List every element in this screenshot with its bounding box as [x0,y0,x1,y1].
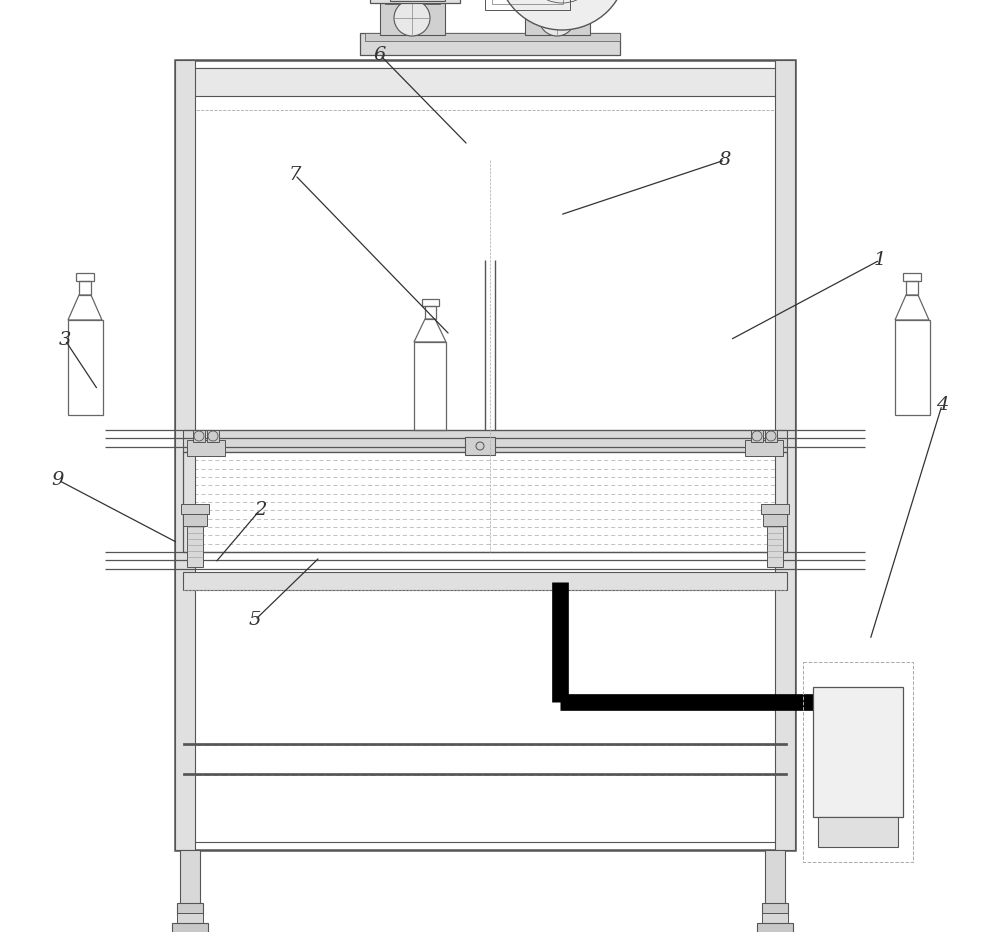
Bar [76,273,94,281]
Text: 4: 4 [936,396,948,414]
Bar [177,913,203,923]
Bar [751,430,763,442]
Bar [530,0,585,4]
Circle shape [539,0,575,36]
Bar [183,572,787,590]
Bar [818,817,898,847]
Bar [906,281,918,295]
Bar [757,923,793,932]
Bar [207,430,219,442]
Bar [422,299,439,306]
Bar [183,68,787,842]
Bar [79,281,91,295]
Text: 9: 9 [52,471,64,489]
Circle shape [497,0,627,30]
Text: 2: 2 [254,501,266,519]
Bar [775,60,795,850]
Bar [183,452,787,552]
Bar [183,512,207,526]
Bar [183,773,787,775]
Bar [745,440,783,456]
Bar [183,430,787,452]
Bar [765,430,777,442]
Bar [903,273,921,281]
Bar [360,33,620,55]
Text: 8: 8 [719,151,731,169]
Text: 3: 3 [59,331,71,349]
Bar [365,33,620,41]
Text: 1: 1 [874,251,886,269]
Bar [895,320,930,415]
Bar [390,0,445,1]
Bar [187,440,225,456]
Circle shape [394,0,430,36]
Bar [175,60,195,850]
Bar [813,687,903,817]
Bar [177,903,203,915]
Bar [762,913,788,923]
Text: 6: 6 [374,46,386,64]
Bar [183,743,787,745]
Text: 5: 5 [249,611,261,629]
Bar [425,306,436,319]
Bar [172,923,208,932]
Bar [183,68,787,96]
Bar [525,0,590,35]
Bar [485,0,570,10]
Bar [414,342,446,430]
Bar [370,0,460,3]
Text: 7: 7 [289,166,301,184]
Bar [68,320,103,415]
Bar [175,60,795,850]
Bar [763,512,787,526]
Bar [803,662,913,862]
Bar [380,0,445,35]
Bar [187,522,203,567]
Bar [180,850,200,905]
Bar [181,504,209,514]
Bar [465,437,495,455]
Bar [767,522,783,567]
Bar [193,430,205,442]
Bar [761,504,789,514]
Bar [492,0,563,4]
Bar [765,850,785,905]
Bar [385,0,440,4]
Bar [762,903,788,915]
